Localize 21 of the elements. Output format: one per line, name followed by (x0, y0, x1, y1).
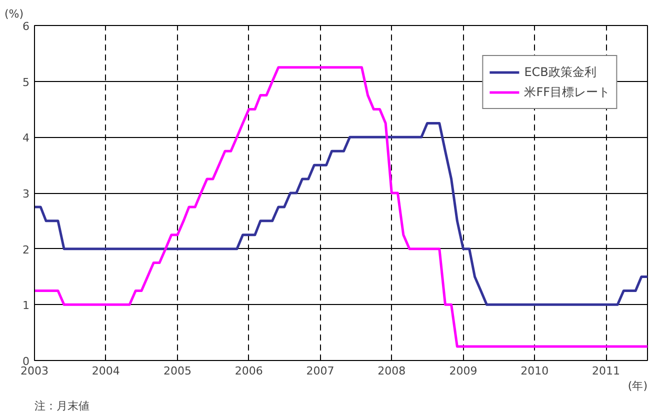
y-axis-title: (%) (4, 8, 24, 20)
x-tick-label: 2006 (234, 364, 263, 378)
y-tick-label: 1 (22, 299, 30, 312)
legend-label: ECB政策金利 (524, 64, 596, 80)
y-tick-label: 2 (22, 243, 30, 256)
y-tick-label: 4 (22, 132, 30, 145)
legend-label: 米FF目標レート (524, 84, 610, 100)
y-tick-label: 5 (22, 76, 30, 89)
x-tick-label: 2005 (163, 364, 192, 378)
text: 注：月末値 (34, 400, 90, 412)
x-tick-label: 2008 (378, 364, 406, 378)
x-tick-label: 2011 (592, 364, 620, 378)
line-series (34, 122, 648, 306)
x-tick-label: 2007 (306, 364, 334, 378)
x-tick-label: 2009 (449, 364, 478, 378)
x-tick-label: 2004 (92, 364, 120, 378)
y-tick-label: 3 (22, 188, 30, 200)
y-tick-label: 6 (22, 20, 30, 33)
line-series (34, 66, 648, 348)
x-axis-title: (年) (628, 380, 648, 392)
x-tick-label: 2010 (520, 364, 549, 378)
